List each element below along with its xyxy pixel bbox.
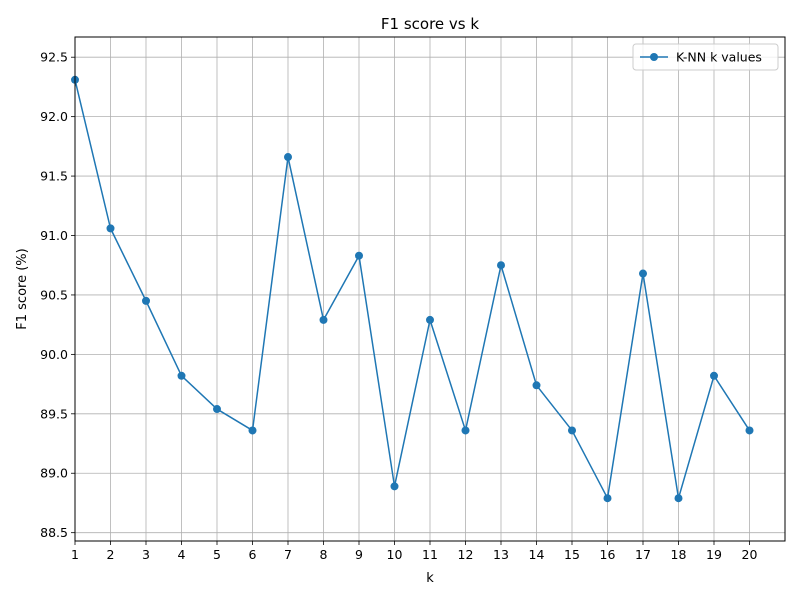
y-tick-label: 88.5 bbox=[40, 525, 68, 540]
data-point bbox=[568, 426, 576, 435]
y-tick-label: 89.0 bbox=[40, 466, 68, 481]
series-line bbox=[74, 79, 751, 499]
y-axis: 88.5 89.0 89.5 90.0 90.5 91.0 91.5 92.0 92.5 bbox=[40, 50, 75, 540]
y-tick-label: 91.0 bbox=[40, 228, 68, 243]
data-point bbox=[248, 426, 257, 435]
legend-label: K-NN k values bbox=[676, 50, 762, 65]
y-tick-label: 92.5 bbox=[40, 50, 68, 65]
data-point bbox=[390, 482, 399, 491]
series-layer bbox=[71, 75, 754, 503]
x-tick-label: 2 bbox=[107, 547, 115, 562]
data-point bbox=[177, 371, 186, 380]
x-tick-label: 3 bbox=[142, 547, 150, 562]
x-axis-label: k bbox=[426, 571, 434, 586]
y-tick-label: 91.5 bbox=[40, 169, 68, 184]
y-tick-label: 89.5 bbox=[40, 406, 68, 421]
data-point bbox=[710, 371, 718, 380]
x-tick-label: 15 bbox=[564, 547, 580, 562]
x-tick-label: 10 bbox=[387, 547, 403, 562]
data-point bbox=[142, 296, 150, 305]
data-point bbox=[355, 251, 363, 260]
data-point bbox=[674, 494, 683, 503]
chart-title: F1 score vs k bbox=[381, 15, 479, 33]
x-tick-label: 18 bbox=[671, 547, 687, 562]
x-tick-label: 1 bbox=[71, 547, 79, 562]
data-point bbox=[106, 224, 115, 233]
legend-marker bbox=[650, 53, 658, 61]
data-point bbox=[532, 381, 541, 390]
data-point bbox=[426, 315, 434, 324]
data-point bbox=[284, 153, 292, 162]
y-tick-label: 90.5 bbox=[40, 287, 68, 302]
x-tick-label: 7 bbox=[284, 547, 292, 562]
data-point bbox=[603, 494, 612, 503]
x-tick-label: 20 bbox=[742, 547, 758, 562]
x-axis: 1 2 3 4 5 6 7 8 9 10 11 12 13 14 15 16 17 18 19 20 bbox=[71, 541, 757, 562]
x-tick-label: 8 bbox=[320, 547, 328, 562]
x-tick-label: 19 bbox=[706, 547, 722, 562]
x-tick-label: 9 bbox=[355, 547, 363, 562]
legend-box bbox=[632, 43, 779, 71]
y-tick-label: 92.0 bbox=[40, 109, 68, 124]
x-tick-label: 11 bbox=[422, 547, 438, 562]
x-tick-label: 6 bbox=[249, 547, 257, 562]
data-point bbox=[213, 405, 221, 414]
x-tick-label: 4 bbox=[178, 547, 186, 562]
x-tick-label: 5 bbox=[213, 547, 221, 562]
data-point bbox=[319, 315, 328, 324]
data-point bbox=[639, 269, 647, 278]
x-tick-label: 16 bbox=[600, 547, 616, 562]
legend: K-NN k values bbox=[632, 43, 779, 71]
x-tick-label: 14 bbox=[529, 547, 545, 562]
data-point bbox=[745, 426, 754, 435]
y-axis-label: F1 score (%) bbox=[15, 248, 30, 329]
x-tick-label: 17 bbox=[635, 547, 651, 562]
grid bbox=[74, 37, 785, 541]
y-tick-label: 90.0 bbox=[40, 347, 68, 362]
x-tick-label: 13 bbox=[493, 547, 509, 562]
data-point bbox=[497, 261, 505, 270]
x-tick-label: 12 bbox=[458, 547, 474, 562]
data-point bbox=[461, 426, 470, 435]
